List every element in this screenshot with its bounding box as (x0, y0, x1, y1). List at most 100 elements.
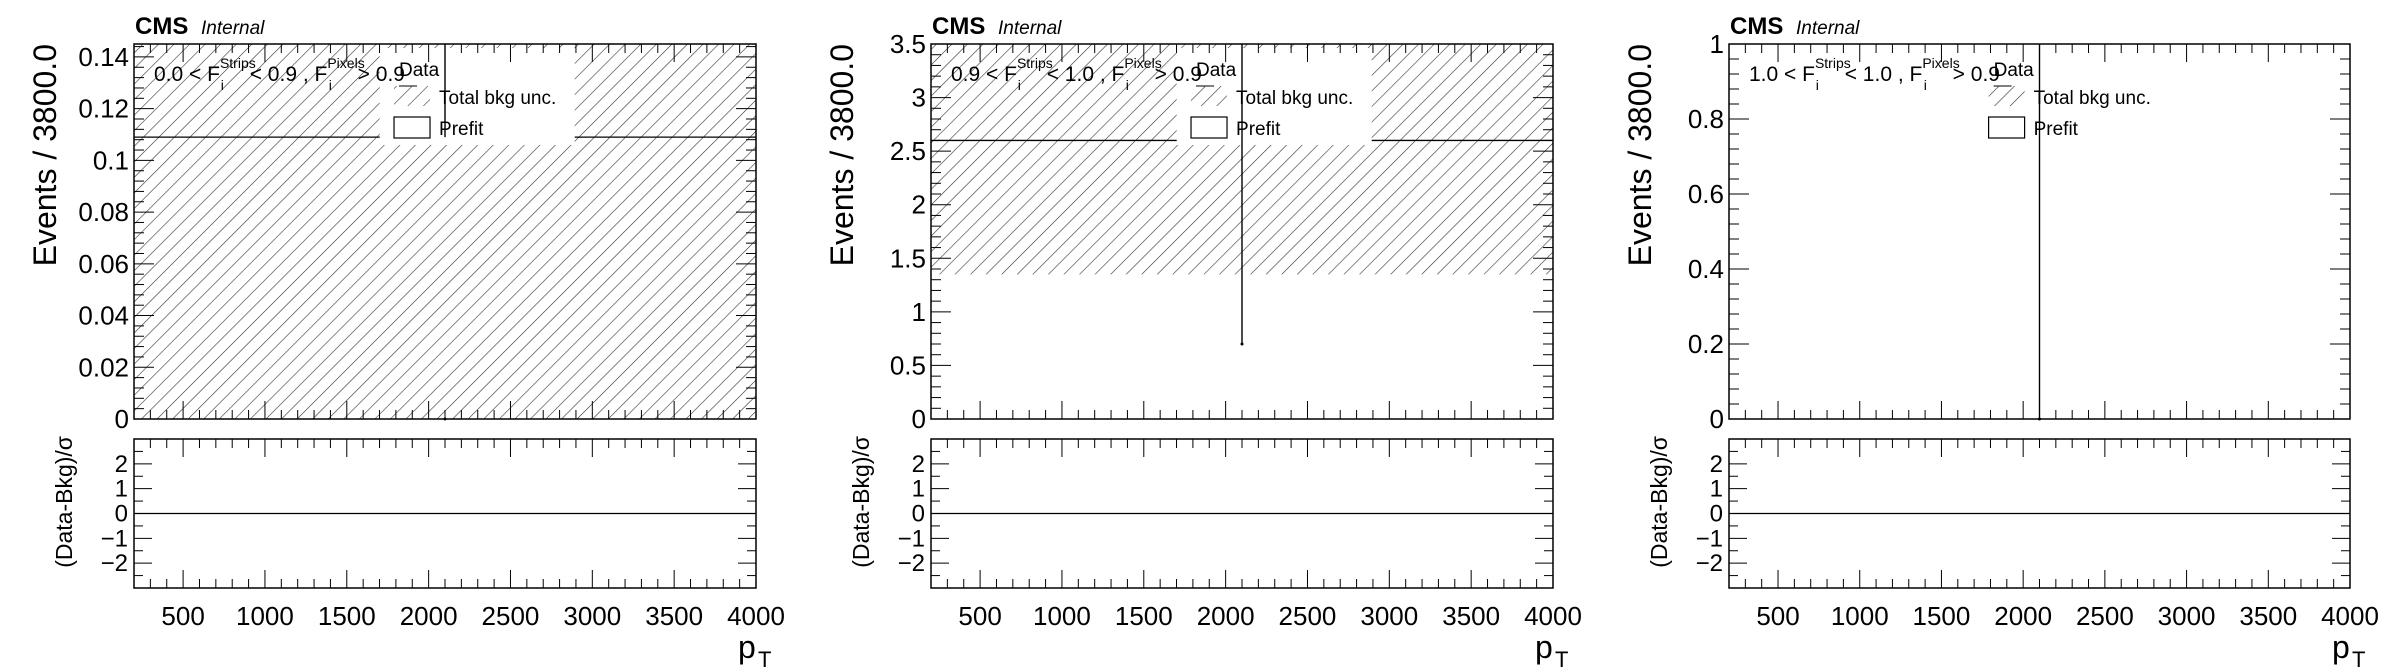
ratio-y-axis-title: (Data-Bkg)/σ (51, 436, 77, 568)
y-axis-title: Events / 3800.0 (1622, 44, 1658, 266)
data-point (1240, 342, 1244, 346)
y-tick-label: 0.2 (1688, 329, 1724, 359)
ratio-y-tick-label: −2 (101, 550, 128, 577)
y-tick-label: 0.6 (1688, 179, 1724, 209)
ratio-y-tick-label: 2 (912, 451, 925, 478)
legend-prefit-swatch (1988, 116, 2026, 139)
x-tick-label: 1500 (318, 601, 376, 631)
legend-unc-swatch (1988, 86, 2025, 106)
x-tick-label: 1000 (1033, 601, 1091, 631)
y-tick-label: 0.04 (78, 301, 129, 331)
x-tick-label: 500 (1756, 601, 1799, 631)
y-tick-label: 0.4 (1688, 254, 1724, 284)
x-tick-label: 1000 (236, 601, 294, 631)
y-tick-label: 0.12 (78, 94, 129, 124)
x-axis-title-sub: T (2352, 647, 2365, 672)
y-tick-label: 1 (912, 297, 926, 327)
x-tick-label: 500 (958, 601, 1001, 631)
y-tick-label: 3 (912, 83, 926, 113)
x-tick-label: 3500 (2239, 601, 2297, 631)
x-tick-label: 3000 (1360, 601, 1418, 631)
x-axis-title-sub: T (758, 647, 771, 672)
cms-label: CMS (932, 13, 985, 40)
x-tick-label: 1500 (1115, 601, 1173, 631)
y-tick-label: 0 (912, 404, 926, 434)
chart-panel-3: Data Total bkg unc. Prefit 1.0 < FStrips i <… (1622, 13, 2379, 672)
legend-unc-swatch (394, 86, 431, 106)
x-tick-label: 4000 (727, 601, 785, 631)
cms-sublabel: Internal (998, 18, 1062, 39)
ratio-y-tick-label: 2 (115, 451, 128, 478)
legend-unc-swatch (1191, 86, 1228, 106)
legend-data-label: Data (1994, 60, 2035, 81)
y-tick-label: 0.08 (78, 197, 129, 227)
category-label: 0.0 < FStrips i < 0.9 , FPixels i > 0.9 (154, 55, 405, 93)
ratio-y-tick-label: −1 (898, 525, 925, 552)
ratio-y-axis-title: (Data-Bkg)/σ (1646, 436, 1672, 568)
legend-unc-label: Total bkg unc. (439, 88, 556, 109)
x-tick-label: 3000 (2158, 601, 2216, 631)
ratio-y-tick-label: 2 (1710, 451, 1723, 478)
x-tick-label: 500 (161, 601, 204, 631)
cms-label: CMS (135, 13, 188, 40)
y-tick-label: 2 (912, 190, 926, 220)
x-tick-label: 4000 (1524, 601, 1582, 631)
x-tick-label: 1500 (1913, 601, 1971, 631)
ratio-y-tick-label: −1 (101, 525, 128, 552)
x-tick-label: 2500 (482, 601, 540, 631)
legend-unc-label: Total bkg unc. (1236, 88, 1353, 109)
legend-data-label: Data (399, 60, 440, 81)
y-tick-label: 0.06 (78, 249, 129, 279)
ratio-y-tick-label: 1 (115, 476, 128, 503)
cms-label: CMS (1730, 13, 1783, 40)
legend-prefit-label: Prefit (439, 119, 484, 140)
ratio-y-tick-label: 0 (1710, 501, 1723, 528)
ratio-y-tick-label: 0 (912, 501, 925, 528)
cms-sublabel: Internal (201, 18, 265, 39)
x-axis-title: p (1535, 629, 1553, 665)
x-tick-label: 2000 (1197, 601, 1255, 631)
ratio-y-tick-label: 1 (1710, 476, 1723, 503)
legend-prefit-label: Prefit (2034, 119, 2079, 140)
ratio-y-axis-title: (Data-Bkg)/σ (848, 436, 874, 568)
x-tick-label: 2500 (1279, 601, 1337, 631)
y-tick-label: 0.14 (78, 42, 129, 72)
y-tick-label: 0 (115, 404, 129, 434)
legend-prefit-swatch (1190, 116, 1228, 139)
x-tick-label: 2500 (2076, 601, 2134, 631)
x-tick-label: 1000 (1831, 601, 1889, 631)
x-axis-title: p (2332, 629, 2350, 665)
ratio-y-tick-label: 0 (115, 501, 128, 528)
y-axis-title: Events / 3800.0 (27, 44, 63, 266)
y-tick-label: 0.8 (1688, 104, 1724, 134)
x-tick-label: 4000 (2321, 601, 2379, 631)
y-tick-label: 3.5 (890, 29, 926, 59)
category-label: 1.0 < FStrips i < 1.0 , FPixels i > 0.9 (1749, 55, 2000, 93)
y-axis-title: Events / 3800.0 (824, 44, 860, 266)
legend-prefit-label: Prefit (1236, 119, 1281, 140)
x-tick-label: 3500 (645, 601, 703, 631)
x-tick-label: 3500 (1442, 601, 1500, 631)
chart-panel-2: Data Total bkg unc. Prefit 0.9 < FStrips i <… (824, 13, 1582, 672)
legend-unc-label: Total bkg unc. (2034, 88, 2151, 109)
ratio-y-tick-label: −1 (1696, 525, 1723, 552)
y-tick-label: 0.1 (93, 145, 129, 175)
x-axis-title: p (738, 629, 756, 665)
y-tick-label: 2.5 (890, 136, 926, 166)
y-tick-label: 1.5 (890, 243, 926, 273)
y-tick-label: 0.02 (78, 352, 129, 382)
ratio-y-tick-label: −2 (1696, 550, 1723, 577)
ratio-y-tick-label: −2 (898, 550, 925, 577)
chart-panel-1: Data Total bkg unc. Prefit 0.0 < FStrips i <… (27, 13, 785, 672)
x-tick-label: 2000 (400, 601, 458, 631)
legend-prefit-swatch (393, 116, 431, 139)
cms-sublabel: Internal (1796, 18, 1860, 39)
y-tick-label: 0.5 (890, 350, 926, 380)
x-tick-label: 2000 (1994, 601, 2052, 631)
x-axis-title-sub: T (1555, 647, 1568, 672)
category-label: 0.9 < FStrips i < 1.0 , FPixels i > 0.9 (951, 55, 1202, 93)
y-tick-label: 0 (1710, 404, 1724, 434)
ratio-y-tick-label: 1 (912, 476, 925, 503)
x-tick-label: 3000 (563, 601, 621, 631)
